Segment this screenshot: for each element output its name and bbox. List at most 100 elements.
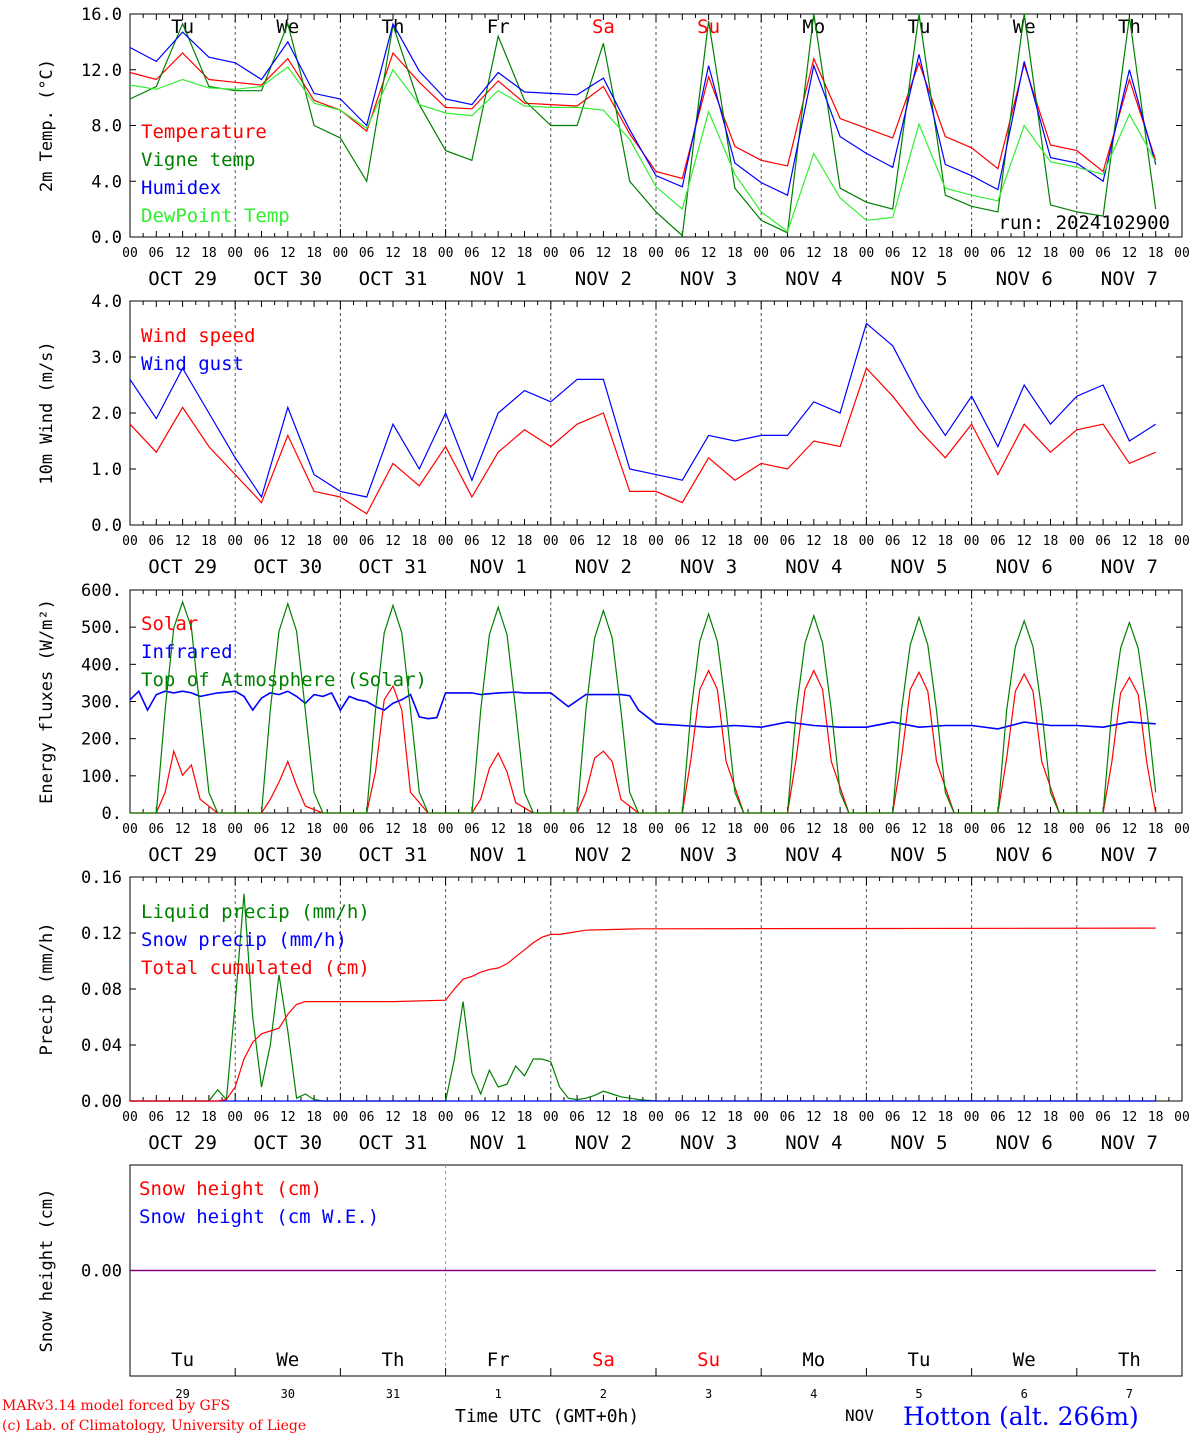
hour-tick-label: 18 [517, 822, 533, 837]
hour-tick-label: 06 [569, 246, 585, 261]
legend-entry: Snow precip (mm/h) [141, 929, 347, 951]
y-tick-label: 1.0 [91, 460, 122, 480]
y-tick-label: 0. [102, 804, 122, 824]
date-label: NOV 4 [785, 556, 842, 578]
hour-tick-label: 00 [1069, 534, 1085, 549]
hour-tick-label: 06 [674, 534, 690, 549]
y-tick-label: 8.0 [91, 117, 122, 137]
date-label: NOV 2 [575, 1132, 632, 1154]
hour-tick-label: 06 [885, 246, 901, 261]
hour-tick-label: 12 [280, 246, 296, 261]
hour-tick-label: 00 [543, 246, 559, 261]
weekday-label: Sa [592, 16, 615, 38]
hour-tick-label: 00 [333, 1110, 349, 1125]
hour-tick-label: 12 [280, 822, 296, 837]
hour-tick-label: 18 [517, 246, 533, 261]
hour-tick-label: 12 [280, 1110, 296, 1125]
date-label: OCT 29 [148, 268, 217, 290]
weekday-label: Su [697, 16, 720, 38]
date-label: NOV 2 [575, 268, 632, 290]
y-tick-label: 4.0 [91, 172, 122, 192]
series-line-temperature-2 [129, 22, 1157, 197]
hour-tick-label: 00 [1069, 1110, 1085, 1125]
hour-tick-label: 18 [306, 1110, 322, 1125]
hour-tick-label: 18 [832, 534, 848, 549]
y-tick-label: 0.04 [81, 1036, 122, 1056]
hour-tick-label: 18 [411, 822, 427, 837]
hour-tick-label: 00 [1174, 246, 1190, 261]
date-label: NOV 6 [996, 556, 1053, 578]
hour-tick-label: 06 [569, 534, 585, 549]
hour-tick-label: 18 [937, 246, 953, 261]
date-label: NOV 2 [575, 844, 632, 866]
hour-tick-label: 00 [122, 246, 138, 261]
hour-tick-label: 12 [385, 822, 401, 837]
day-number-label: 5 [915, 1387, 922, 1401]
day-number-label: 30 [281, 1387, 295, 1401]
y-tick-label: 400. [81, 655, 122, 675]
weekday-label: Su [697, 1349, 720, 1371]
date-label: NOV 6 [996, 268, 1053, 290]
weekday-label: Tu [908, 16, 931, 38]
date-label: NOV 1 [470, 556, 527, 578]
hour-tick-label: 12 [1016, 822, 1032, 837]
plot-frame-energy [129, 589, 1183, 814]
hour-tick-label: 18 [622, 1110, 638, 1125]
series-line-wind-0 [129, 367, 1156, 515]
y-tick-label: 500. [81, 618, 122, 638]
hour-tick-label: 06 [359, 1110, 375, 1125]
hour-tick-label: 12 [490, 1110, 506, 1125]
date-label: NOV 7 [1101, 556, 1158, 578]
hour-tick-label: 18 [727, 246, 743, 261]
hour-tick-label: 00 [859, 534, 875, 549]
hour-tick-label: 06 [359, 534, 375, 549]
legend-entry: Wind gust [141, 353, 244, 375]
date-label: NOV 5 [890, 268, 947, 290]
hour-tick-label: 12 [1016, 1110, 1032, 1125]
date-label: NOV 4 [785, 1132, 842, 1154]
date-label: OCT 31 [359, 268, 428, 290]
hour-tick-label: 06 [569, 1110, 585, 1125]
hour-tick-label: 18 [411, 1110, 427, 1125]
hour-tick-label: 12 [490, 246, 506, 261]
hour-tick-label: 18 [201, 246, 217, 261]
hour-ticks [129, 590, 1183, 813]
hour-tick-label: 18 [306, 534, 322, 549]
hour-tick-label: 18 [1043, 822, 1059, 837]
hour-tick-label: 18 [1043, 246, 1059, 261]
date-label: NOV 7 [1101, 844, 1158, 866]
hour-tick-label: 00 [648, 246, 664, 261]
hour-tick-label: 06 [990, 1110, 1006, 1125]
day-number-label: 3 [705, 1387, 712, 1401]
hour-tick-label: 12 [175, 534, 191, 549]
series-line-precip-2 [130, 927, 1156, 1102]
weekday-label: We [1013, 1349, 1036, 1371]
hour-tick-label: 06 [780, 246, 796, 261]
hour-tick-label: 06 [359, 246, 375, 261]
date-label: OCT 31 [359, 556, 428, 578]
legend-entry: Top of Atmosphere (Solar) [141, 669, 427, 691]
hour-tick-label: 12 [1016, 246, 1032, 261]
y-axis-label: 10m Wind (m/s) [37, 341, 57, 484]
legend-entry: Vigne temp [141, 149, 255, 171]
series-line-energy-1 [129, 689, 1156, 730]
hour-tick-label: 18 [937, 534, 953, 549]
weekday-label: Mo [802, 16, 825, 38]
hour-tick-label: 06 [148, 822, 164, 837]
hour-tick-label: 18 [1148, 534, 1164, 549]
hour-ticks [129, 14, 1183, 237]
y-tick-label: 4.0 [91, 292, 122, 312]
hour-tick-label: 12 [1122, 534, 1138, 549]
hour-tick-label: 12 [175, 822, 191, 837]
hour-tick-label: 06 [780, 534, 796, 549]
date-label: NOV 1 [470, 844, 527, 866]
hour-tick-label: 00 [859, 822, 875, 837]
y-axis-label: Snow height (cm) [37, 1189, 57, 1353]
date-label: OCT 30 [253, 556, 322, 578]
station-label: Hotton (alt. 266m) [903, 1402, 1139, 1431]
legend-entry: Humidex [141, 177, 221, 199]
legend-entry: Liquid precip (mm/h) [141, 901, 370, 923]
hour-tick-label: 06 [254, 534, 270, 549]
day-number-label: 4 [810, 1387, 817, 1401]
hour-tick-label: 00 [122, 534, 138, 549]
